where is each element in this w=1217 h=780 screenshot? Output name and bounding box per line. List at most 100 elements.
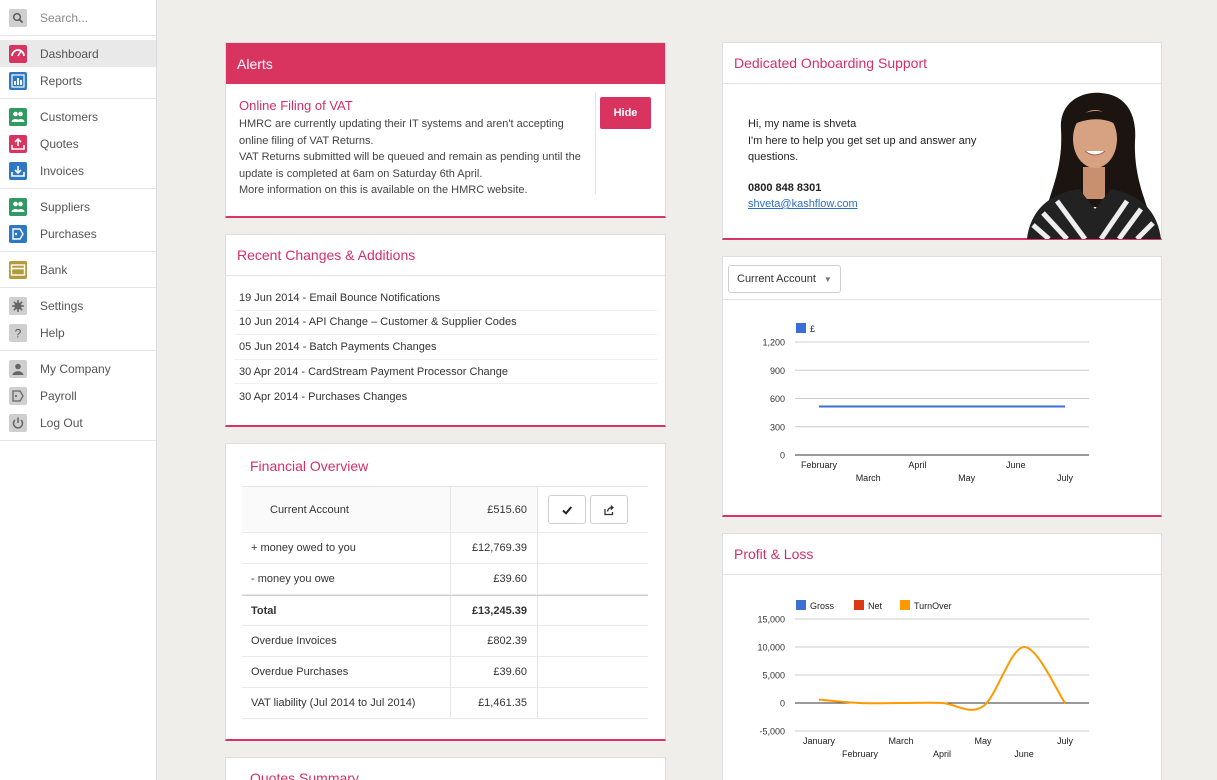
alert-line: More information on this is available on… — [239, 184, 528, 196]
alert-line: VAT Returns submitted will be queued and… — [239, 151, 581, 180]
sidebar-item-label: Customers — [40, 109, 99, 124]
sidebar-item-purchases[interactable]: Purchases — [0, 220, 156, 247]
payroll-tag-icon — [9, 386, 27, 405]
export-button[interactable] — [590, 495, 628, 524]
change-item[interactable]: 30 Apr 2014 - Purchases Changes — [239, 390, 408, 403]
x-tick-label: June — [1006, 460, 1026, 470]
row-value: £802.39 — [451, 626, 538, 656]
change-item[interactable]: 19 Jun 2014 - Email Bounce Notifications — [234, 286, 657, 311]
sidebar-item-label: Bank — [40, 262, 68, 277]
x-tick-label: March — [888, 736, 913, 746]
sidebar-item-my-company[interactable]: My Company — [0, 355, 156, 382]
company-person-icon — [9, 359, 27, 378]
settings-gear-icon — [9, 296, 27, 315]
sidebar-item-help[interactable]: ? Help — [0, 319, 156, 346]
svg-text:?: ? — [15, 326, 22, 340]
x-tick-label: May — [974, 736, 992, 746]
dashboard-gauge-icon — [9, 44, 27, 63]
sidebar-item-label: Purchases — [40, 226, 97, 241]
onboarding-phone: 0800 848 8301 — [748, 182, 822, 194]
onboarding-email-link[interactable]: shveta@kashflow.com — [748, 198, 858, 210]
table-row: VAT liability (Jul 2014 to Jul 2014) £1,… — [242, 688, 648, 719]
sidebar-item-quotes[interactable]: Quotes — [0, 130, 156, 157]
financial-overview-header: Financial Overview — [250, 458, 369, 474]
sidebar-item-label: Reports — [40, 73, 83, 88]
account-balance-chart: 0 300 600 900 1,200 February March April May June… — [762, 323, 1089, 483]
quotes-summary-header: Quotes Summary — [250, 770, 359, 780]
change-item[interactable]: 30 Apr 2014 - CardStream Payment Process… — [234, 360, 657, 385]
sidebar-item-reports[interactable]: Reports — [0, 67, 156, 94]
alert-text: HMRC are currently updating their IT sys… — [239, 116, 594, 199]
row-value: £515.60 — [451, 487, 538, 532]
account-chart-card: Current Account ▼ 0 300 600 900 1,200 Februar… — [722, 256, 1162, 517]
sidebar-item-log-out[interactable]: Log Out — [0, 409, 156, 436]
reports-chart-icon — [9, 71, 27, 90]
alert-body: Online Filing of VAT HMRC are currently … — [226, 84, 665, 199]
y-tick-label: 15,000 — [757, 615, 785, 625]
legend-label: Gross — [810, 601, 835, 611]
legend-label: Net — [868, 601, 883, 611]
nav-group: Suppliers Purchases — [0, 189, 156, 252]
x-tick-label: April — [908, 460, 926, 470]
row-value: £13,245.39 — [451, 596, 538, 625]
account-select[interactable]: Current Account ▼ — [728, 265, 841, 293]
legend-label: TurnOver — [914, 601, 952, 611]
sidebar-item-label: Dashboard — [40, 46, 99, 61]
sidebar-item-label: Suppliers — [40, 199, 91, 214]
sidebar-item-label: Quotes — [40, 136, 79, 151]
sidebar-item-label: Settings — [40, 298, 84, 313]
row-label: Overdue Purchases — [242, 657, 451, 687]
onboarding-card: Dedicated Onboarding Support Hi, my name… — [722, 42, 1162, 240]
suppliers-people-icon — [9, 197, 27, 216]
table-row: - money you owe £39.60 — [242, 564, 648, 595]
alert-line: HMRC are currently updating their IT sys… — [239, 118, 564, 147]
changes-list: 19 Jun 2014 - Email Bounce Notifications… — [226, 276, 665, 409]
help-question-icon: ? — [9, 323, 27, 342]
y-tick-label: -5,000 — [759, 727, 785, 737]
sidebar-item-label: Help — [40, 325, 65, 340]
sidebar-item-label: Payroll — [40, 388, 77, 403]
legend-swatch — [796, 323, 806, 333]
sidebar-item-bank[interactable]: Bank — [0, 256, 156, 283]
row-value: £1,461.35 — [451, 688, 538, 718]
account-select-value: Current Account — [737, 273, 816, 285]
alerts-header: Alerts — [226, 43, 665, 84]
y-tick-label: 10,000 — [757, 643, 785, 653]
customers-people-icon — [9, 107, 27, 126]
sidebar-item-dashboard[interactable]: Dashboard — [0, 40, 156, 67]
change-item[interactable]: 10 Jun 2014 - API Change – Customer & Su… — [234, 311, 657, 336]
x-tick-label: March — [856, 473, 881, 483]
sidebar-item-customers[interactable]: Customers — [0, 103, 156, 130]
y-tick-label: 300 — [770, 422, 785, 432]
table-row: Current Account £515.60 — [242, 486, 648, 533]
table-row-total: Total £13,245.39 — [242, 595, 648, 626]
sidebar-item-payroll[interactable]: Payroll — [0, 382, 156, 409]
row-label: Total — [242, 596, 451, 625]
sidebar-item-invoices[interactable]: Invoices — [0, 157, 156, 184]
onboarding-header: Dedicated Onboarding Support — [723, 43, 1161, 84]
legend-swatch — [854, 600, 864, 610]
y-tick-label: 5,000 — [762, 671, 785, 681]
search-bar — [0, 0, 156, 36]
alerts-card: Alerts Online Filing of VAT HMRC are cur… — [225, 42, 666, 218]
sidebar: Dashboard Reports Customers Quotes Invoices S… — [0, 0, 157, 780]
quotes-summary-card: Quotes Summary — [225, 757, 666, 780]
recent-changes-header: Recent Changes & Additions — [226, 235, 665, 276]
search-input[interactable] — [40, 10, 140, 25]
advisor-photo — [1027, 92, 1161, 239]
sidebar-item-label: Log Out — [40, 415, 83, 430]
row-label: VAT liability (Jul 2014 to Jul 2014) — [242, 688, 451, 718]
legend-swatch — [796, 600, 806, 610]
reconcile-button[interactable] — [548, 495, 586, 524]
recent-changes-card: Recent Changes & Additions 19 Jun 2014 -… — [225, 234, 666, 427]
nav-group: Settings? Help — [0, 288, 156, 351]
change-item[interactable]: 05 Jun 2014 - Batch Payments Changes — [234, 335, 657, 360]
profit-loss-card: Profit & Loss -5,000 0 5,000 10,000 15,000 Ja… — [722, 533, 1162, 780]
sidebar-item-suppliers[interactable]: Suppliers — [0, 193, 156, 220]
row-label: Overdue Invoices — [242, 626, 451, 656]
hide-alert-button[interactable]: Hide — [600, 97, 651, 129]
x-tick-label: May — [958, 473, 976, 483]
sidebar-item-settings[interactable]: Settings — [0, 292, 156, 319]
onboarding-greeting: Hi, my name is shveta — [748, 118, 857, 130]
search-icon — [9, 8, 27, 27]
